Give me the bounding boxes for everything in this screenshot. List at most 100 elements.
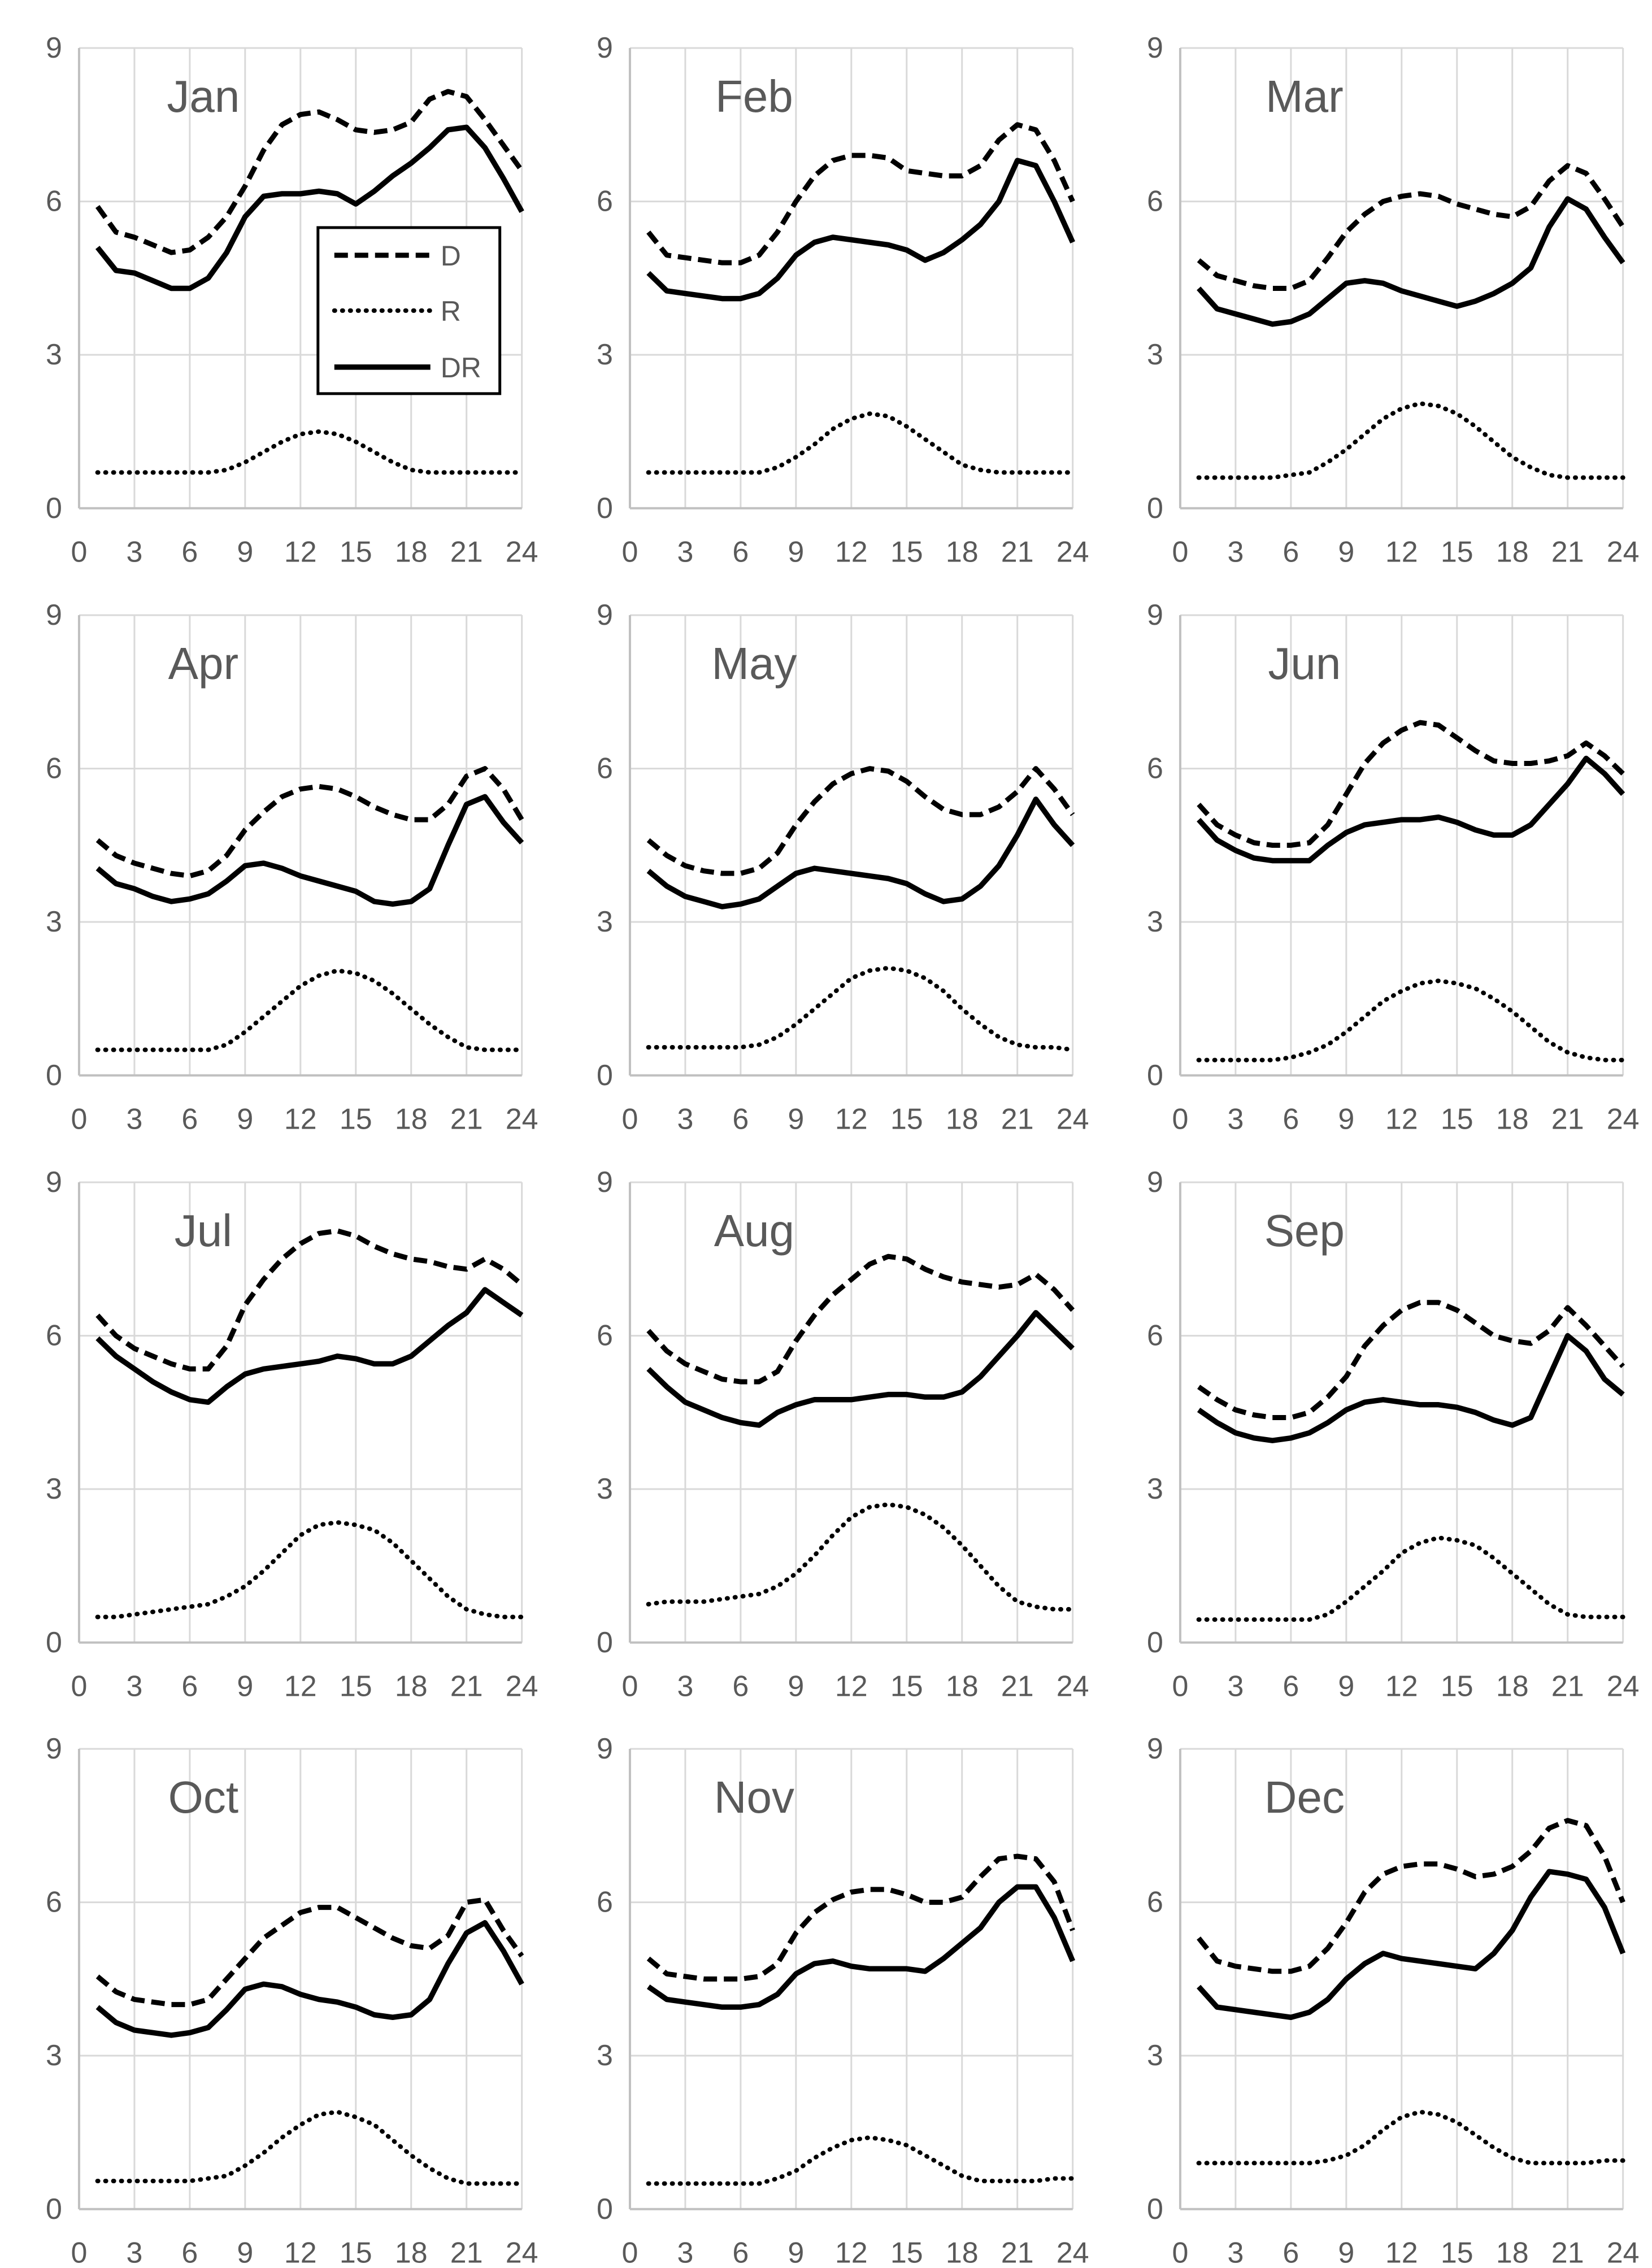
- x-tick-label: 21: [1001, 2237, 1033, 2268]
- x-tick-label: 18: [1496, 536, 1529, 567]
- y-tick-label: 6: [597, 1319, 613, 1352]
- legend-label: D: [441, 240, 461, 272]
- x-tick-label: 9: [237, 1670, 253, 1701]
- x-tick-label: 24: [1056, 1103, 1089, 1134]
- y-tick-label: 3: [597, 1473, 613, 1505]
- x-tick-label: 9: [788, 536, 804, 567]
- x-tick-label: 3: [677, 1670, 693, 1701]
- y-tick-label: 6: [46, 752, 62, 785]
- x-tick-label: 12: [835, 1103, 868, 1134]
- series-line-d: [95, 1227, 524, 1372]
- x-tick-label: 12: [835, 1670, 868, 1701]
- x-tick-label: 0: [1172, 1670, 1189, 1701]
- chart-title: Mar: [1266, 71, 1344, 121]
- series-line-dr: [1197, 196, 1625, 327]
- x-tick-label: 21: [450, 536, 483, 567]
- x-tick-label: 0: [1172, 2237, 1189, 2268]
- x-tick-label: 21: [450, 1103, 483, 1134]
- chart-title: Feb: [715, 71, 793, 121]
- month-chart-feb: 0 3 6 9 0 3 6 9 12 15 18 21 24 Feb: [597, 32, 1089, 567]
- series-line-d: [646, 1253, 1075, 1385]
- x-tick-label: 6: [1283, 1103, 1299, 1134]
- x-tick-label: 9: [788, 1103, 804, 1134]
- series-line-dr: [1197, 1869, 1626, 2021]
- x-tick-label: 12: [835, 2237, 868, 2268]
- y-tick-label: 6: [46, 1886, 62, 1919]
- x-tick-label: 15: [890, 536, 923, 567]
- x-tick-label: 18: [395, 536, 428, 567]
- x-tick-label: 9: [237, 536, 253, 567]
- y-tick-label: 6: [1147, 752, 1163, 785]
- x-tick-label: 15: [890, 1670, 923, 1701]
- x-tick-label: 9: [1338, 536, 1355, 567]
- x-tick-label: 9: [1338, 2237, 1355, 2268]
- x-tick-label: 21: [1001, 536, 1033, 567]
- x-tick-label: 24: [1056, 1670, 1089, 1701]
- x-tick-label: 18: [945, 2237, 978, 2268]
- y-tick-label: 3: [597, 906, 613, 938]
- x-tick-label: 6: [1283, 1670, 1299, 1701]
- x-tick-label: 9: [1338, 1670, 1355, 1701]
- x-tick-label: 21: [450, 2237, 483, 2268]
- month-panel-oct: 0 3 6 9 0 3 6 9 12 15 18 21 24 Oct: [0, 1701, 551, 2268]
- x-tick-label: 3: [1228, 536, 1244, 567]
- x-tick-label: 18: [945, 536, 978, 567]
- y-tick-label: 0: [46, 2193, 62, 2226]
- x-tick-label: 6: [732, 2237, 749, 2268]
- y-tick-label: 0: [597, 1626, 613, 1658]
- series-line-dr: [95, 1286, 524, 1405]
- series-line-dr: [95, 1920, 524, 2038]
- series-line-r: [95, 968, 524, 1052]
- y-tick-label: 9: [1147, 599, 1163, 632]
- x-tick-label: 0: [71, 1670, 87, 1701]
- series-line-d: [646, 122, 1075, 265]
- x-tick-label: 6: [181, 2237, 198, 2268]
- month-chart-jan: 0 3 6 9 0 3 6 9 12 15 18 21 24 Jan DR DR: [46, 32, 538, 567]
- x-tick-label: 12: [1385, 536, 1418, 567]
- x-tick-label: 3: [1228, 1670, 1244, 1701]
- legend-label: DR: [441, 352, 481, 384]
- x-tick-label: 3: [1228, 2237, 1244, 2268]
- series-line-dr: [646, 796, 1075, 909]
- month-panel-sep: 0 3 6 9 0 3 6 9 12 15 18 21 24 Sep: [1101, 1134, 1652, 1701]
- y-tick-label: 3: [1147, 2039, 1163, 2072]
- y-tick-label: 3: [1147, 338, 1163, 371]
- x-tick-label: 3: [677, 536, 693, 567]
- series-line-dr: [646, 1884, 1075, 2010]
- x-tick-label: 18: [395, 1670, 428, 1701]
- x-tick-label: 15: [340, 1103, 372, 1134]
- x-tick-label: 24: [506, 536, 538, 567]
- y-tick-label: 3: [597, 2039, 613, 2072]
- y-tick-label: 3: [46, 338, 62, 371]
- y-tick-label: 0: [46, 1059, 62, 1092]
- x-tick-label: 15: [1441, 2237, 1473, 2268]
- series-line-dr: [95, 124, 524, 291]
- month-panel-dec: 0 3 6 9 0 3 6 9 12 15 18 21 24 Dec: [1101, 1701, 1652, 2268]
- chart-title: May: [711, 638, 797, 689]
- x-tick-label: 21: [1551, 1670, 1584, 1701]
- x-tick-label: 0: [621, 536, 638, 567]
- series-line-r: [1196, 1535, 1625, 1622]
- y-tick-label: 0: [597, 492, 613, 525]
- x-tick-label: 18: [1496, 1670, 1529, 1701]
- series-line-d: [1197, 720, 1625, 848]
- y-tick-label: 6: [1147, 1319, 1163, 1352]
- x-tick-label: 12: [1385, 2237, 1418, 2268]
- x-tick-label: 24: [506, 1670, 538, 1701]
- x-tick-label: 18: [945, 1670, 978, 1701]
- month-panel-jul: 0 3 6 9 0 3 6 9 12 15 18 21 24 Jul: [0, 1134, 551, 1701]
- y-tick-label: 0: [46, 492, 62, 525]
- series-line-r: [646, 1501, 1075, 1612]
- x-tick-label: 21: [1551, 1103, 1584, 1134]
- y-tick-label: 9: [597, 1732, 613, 1765]
- month-panel-jun: 0 3 6 9 0 3 6 9 12 15 18 21 24 Jun: [1101, 567, 1652, 1134]
- series-line-d: [95, 89, 524, 255]
- y-tick-label: 0: [597, 2193, 613, 2226]
- x-tick-label: 12: [284, 2237, 317, 2268]
- chart-title: Sep: [1264, 1205, 1345, 1255]
- x-tick-label: 3: [1228, 1103, 1244, 1134]
- x-tick-label: 12: [1385, 1103, 1418, 1134]
- y-tick-label: 0: [597, 1059, 613, 1092]
- x-tick-label: 24: [1607, 2237, 1640, 2268]
